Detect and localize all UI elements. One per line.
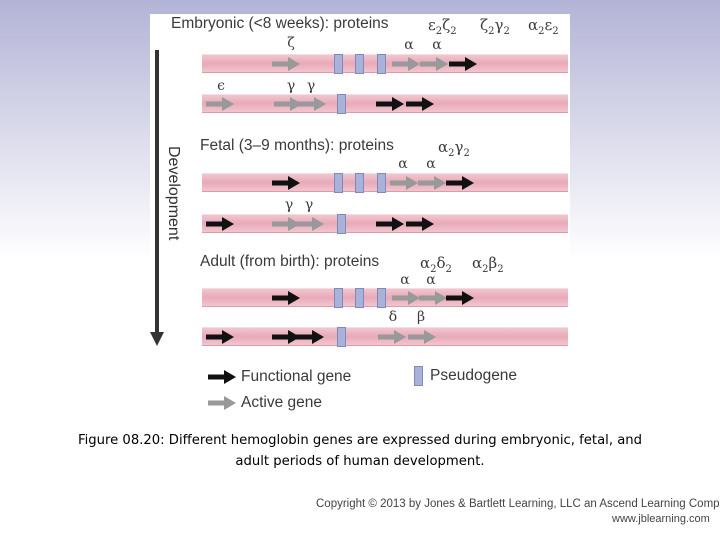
functional-gene-arrow xyxy=(272,176,300,190)
pseudogene xyxy=(355,288,364,308)
active-gene-arrow xyxy=(418,176,446,190)
pseudogene xyxy=(337,94,346,114)
pseudogene xyxy=(334,173,343,193)
functional-gene-arrow xyxy=(206,217,234,231)
active-gene-arrow xyxy=(420,57,448,71)
publisher-url: www.jblearning.com xyxy=(612,513,710,525)
pseudogene xyxy=(377,288,386,308)
gene-label-alpha1: α xyxy=(398,156,408,172)
functional-gene-arrow xyxy=(296,330,324,344)
gene-label-delta: δ xyxy=(388,309,398,325)
functional-gene-arrow xyxy=(446,176,474,190)
fetal-protein-1: α2γ2 xyxy=(438,138,470,159)
functional-gene-arrow xyxy=(446,291,474,305)
embryonic-protein-1: ε2ζ2 xyxy=(428,16,457,37)
fetal-title: Fetal (3–9 months): proteins xyxy=(200,137,394,154)
adult-title: Adult (from birth): proteins xyxy=(200,253,380,270)
gene-label-gamma2: γ xyxy=(306,78,316,94)
functional-gene-arrow xyxy=(376,217,404,231)
functional-gene-arrow xyxy=(206,330,234,344)
gene-label-alpha2: α xyxy=(426,272,436,288)
embryonic-protein-2: ζ2γ2 xyxy=(480,16,510,37)
active-gene-arrow xyxy=(298,97,326,111)
active-gene-arrow xyxy=(296,217,324,231)
gene-label-beta: β xyxy=(416,309,426,325)
caption-line-2: adult periods of human development. xyxy=(235,454,485,469)
copyright-notice: Copyright © 2013 by Jones & Bartlett Lea… xyxy=(316,498,720,510)
pseudogene xyxy=(355,54,364,74)
pseudogene xyxy=(334,288,343,308)
active-gene-arrow xyxy=(419,291,447,305)
gene-label-gamma1: γ xyxy=(284,197,294,213)
pseudogene xyxy=(377,54,386,74)
legend-active-arrow xyxy=(208,396,236,410)
active-gene-arrow xyxy=(378,330,406,344)
caption-line-1: Figure 08.20: Different hemoglobin genes… xyxy=(77,433,643,448)
functional-gene-arrow xyxy=(406,97,434,111)
gene-label-epsilon: ϵ xyxy=(217,78,225,94)
pseudogene xyxy=(334,54,343,74)
gene-label-alpha1: α xyxy=(404,37,414,53)
gene-label-alpha1: α xyxy=(400,272,410,288)
gene-label-gamma1: γ xyxy=(286,78,296,94)
legend-pseudogene-label: Pseudogene xyxy=(430,367,518,384)
figure-caption: Figure 08.20: Different hemoglobin genes… xyxy=(20,430,700,472)
legend-functional-arrow xyxy=(208,370,236,384)
pseudogene xyxy=(337,327,346,347)
legend-pseudogene-swatch xyxy=(414,366,423,386)
active-gene-arrow xyxy=(206,97,234,111)
embryonic-protein-3: α2ε2 xyxy=(528,16,559,37)
active-gene-arrow xyxy=(392,291,420,305)
active-gene-arrow xyxy=(408,330,436,344)
legend-active-label: Active gene xyxy=(241,394,322,411)
legend-functional-label: Functional gene xyxy=(241,368,352,385)
functional-gene-arrow xyxy=(406,217,434,231)
active-gene-arrow xyxy=(392,57,420,71)
development-label: Development xyxy=(165,146,182,241)
functional-gene-arrow xyxy=(376,97,404,111)
active-gene-arrow xyxy=(390,176,418,190)
pseudogene xyxy=(377,173,386,193)
gene-label-zeta: ζ xyxy=(287,35,295,51)
development-arrow xyxy=(150,50,164,346)
active-gene-arrow xyxy=(272,57,300,71)
functional-gene-arrow xyxy=(272,291,300,305)
adult-protein-1: α2δ2 xyxy=(420,254,452,275)
gene-label-alpha2: α xyxy=(426,156,436,172)
pseudogene xyxy=(337,214,346,234)
adult-protein-2: α2β2 xyxy=(472,254,504,275)
embryonic-title: Embryonic (<8 weeks): proteins xyxy=(171,15,389,32)
pseudogene xyxy=(355,173,364,193)
gene-label-alpha2: α xyxy=(432,37,442,53)
gene-label-gamma2: γ xyxy=(304,197,314,213)
functional-gene-arrow xyxy=(449,57,477,71)
